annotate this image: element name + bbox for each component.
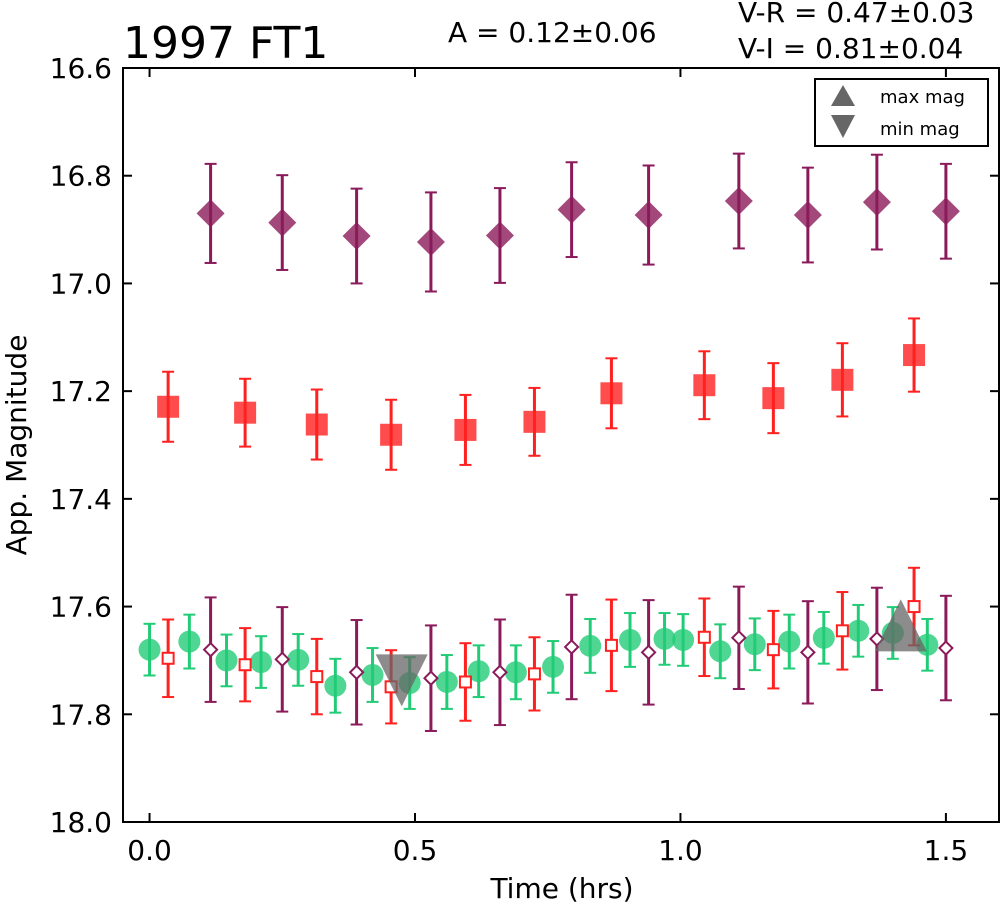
chart-title: 1997 FT1 bbox=[123, 18, 328, 69]
data-point bbox=[527, 667, 541, 681]
color-vr-annotation: V-R = 0.47±0.03 bbox=[738, 0, 974, 29]
amplitude-annotation: A = 0.12±0.06 bbox=[448, 16, 657, 49]
data-point bbox=[238, 658, 252, 672]
y-tick-label: 17.0 bbox=[50, 267, 112, 300]
data-point bbox=[274, 651, 291, 668]
data-point bbox=[835, 624, 849, 638]
color-vi-annotation: V-I = 0.81±0.04 bbox=[738, 32, 963, 65]
data-point bbox=[903, 344, 926, 367]
data-point bbox=[492, 664, 508, 681]
series-square-filled bbox=[157, 317, 926, 471]
data-point bbox=[504, 661, 527, 684]
data-point bbox=[348, 664, 365, 681]
data-point bbox=[743, 633, 766, 656]
x-tick-label: 0.0 bbox=[127, 834, 172, 867]
data-point bbox=[640, 644, 657, 661]
data-point bbox=[161, 651, 175, 665]
axis-ticks: 16.6 16.8 17.0 17.2 17.4 17.6 17.8 18.0 0.0 0.5 1.… bbox=[50, 52, 999, 867]
min-mag-marker bbox=[375, 654, 428, 707]
data-point bbox=[523, 410, 546, 433]
data-point bbox=[793, 201, 822, 230]
x-tick-label: 1.0 bbox=[658, 834, 703, 867]
data-point bbox=[557, 195, 586, 224]
data-point bbox=[653, 627, 676, 650]
data-point bbox=[305, 413, 328, 436]
x-tick-label: 0.5 bbox=[393, 834, 438, 867]
data-point bbox=[847, 619, 870, 642]
legend-triangle-up-icon bbox=[831, 85, 855, 106]
legend-label-max: max mag bbox=[880, 87, 965, 108]
data-point bbox=[435, 670, 458, 693]
data-point bbox=[380, 423, 403, 446]
data-point bbox=[579, 634, 602, 657]
data-point bbox=[799, 644, 816, 661]
series-square-open bbox=[161, 566, 921, 725]
series-diamond-open bbox=[202, 585, 954, 732]
data-point bbox=[178, 630, 201, 653]
data-point bbox=[310, 670, 324, 684]
y-tick-label: 17.6 bbox=[50, 591, 112, 624]
y-tick-label: 17.8 bbox=[50, 698, 112, 731]
data-point bbox=[831, 368, 854, 391]
data-point bbox=[604, 638, 618, 652]
data-point bbox=[454, 418, 477, 441]
data-point bbox=[724, 187, 753, 216]
data-marks bbox=[138, 152, 960, 732]
data-point bbox=[250, 651, 273, 674]
x-axis-label: Time (hrs) bbox=[489, 872, 633, 904]
data-point bbox=[730, 629, 747, 646]
data-point bbox=[542, 655, 565, 678]
data-point bbox=[423, 670, 439, 687]
data-point bbox=[196, 199, 225, 228]
data-point bbox=[672, 628, 695, 651]
data-point bbox=[287, 648, 310, 671]
data-point bbox=[324, 674, 347, 697]
data-point bbox=[766, 643, 780, 657]
data-point bbox=[709, 640, 732, 663]
y-tick-label: 18.0 bbox=[50, 806, 112, 839]
data-point bbox=[634, 201, 663, 230]
data-point bbox=[907, 600, 921, 614]
y-tick-label: 17.2 bbox=[50, 375, 112, 408]
data-point bbox=[268, 208, 297, 237]
data-point bbox=[862, 188, 891, 217]
plot-frame bbox=[122, 67, 1000, 823]
y-tick-label: 16.8 bbox=[50, 160, 112, 193]
data-point bbox=[600, 382, 623, 405]
data-point bbox=[467, 660, 490, 683]
data-point bbox=[931, 197, 960, 226]
data-point bbox=[234, 401, 257, 424]
data-point bbox=[697, 630, 711, 644]
legend-label-min: min mag bbox=[880, 119, 960, 140]
data-point bbox=[342, 222, 371, 251]
data-point bbox=[762, 387, 785, 410]
data-point bbox=[157, 395, 180, 418]
y-axis-label: App. Magnitude bbox=[0, 335, 33, 556]
data-point bbox=[778, 630, 801, 653]
data-point bbox=[563, 639, 580, 655]
data-point bbox=[202, 641, 219, 658]
data-point bbox=[215, 649, 238, 672]
data-point bbox=[458, 675, 472, 689]
data-point bbox=[485, 221, 514, 250]
data-point bbox=[619, 628, 642, 651]
y-tick-label: 17.4 bbox=[50, 483, 112, 516]
data-point bbox=[361, 663, 384, 686]
series-diamond-filled bbox=[196, 152, 960, 293]
data-point bbox=[138, 638, 161, 661]
max-mag-marker bbox=[874, 599, 927, 652]
data-point bbox=[812, 626, 835, 649]
data-point bbox=[416, 227, 445, 256]
data-point bbox=[937, 640, 954, 656]
legend-triangle-down-icon bbox=[831, 115, 855, 138]
y-tick-label: 16.6 bbox=[50, 52, 112, 85]
legend: max mag min mag bbox=[814, 78, 989, 147]
x-tick-label: 1.5 bbox=[924, 834, 969, 867]
data-point bbox=[693, 374, 716, 397]
